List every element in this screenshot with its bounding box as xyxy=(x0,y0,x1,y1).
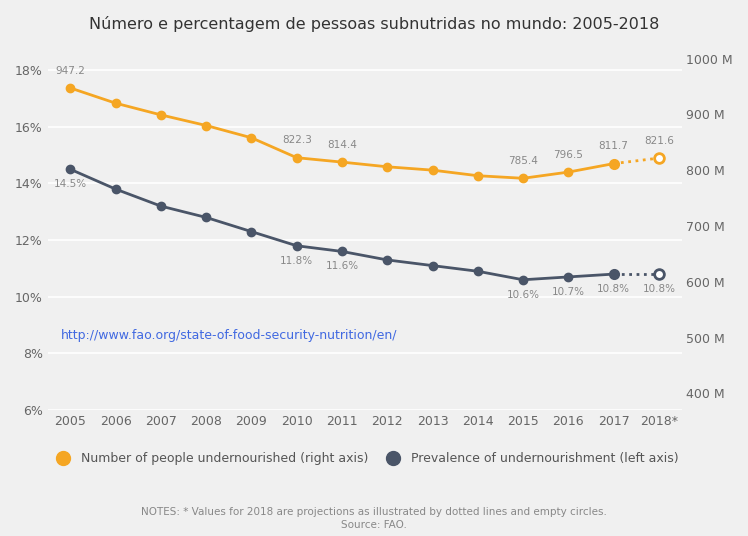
Text: Número e percentagem de pessoas subnutridas no mundo: 2005-2018: Número e percentagem de pessoas subnutri… xyxy=(89,16,659,32)
Text: 947.2: 947.2 xyxy=(55,66,85,76)
Text: 10.7%: 10.7% xyxy=(552,287,585,297)
Text: 811.7: 811.7 xyxy=(598,142,628,151)
Text: NOTES: * Values for 2018 are projections as illustrated by dotted lines and empt: NOTES: * Values for 2018 are projections… xyxy=(141,507,607,517)
Text: 785.4: 785.4 xyxy=(508,156,538,166)
Text: 822.3: 822.3 xyxy=(282,136,312,145)
Text: Source: FAO.: Source: FAO. xyxy=(341,520,407,530)
Text: 814.4: 814.4 xyxy=(327,140,357,150)
Text: http://www.fao.org/state-of-food-security-nutrition/en/: http://www.fao.org/state-of-food-securit… xyxy=(61,329,397,342)
Text: 11.6%: 11.6% xyxy=(325,262,358,271)
Text: 14.5%: 14.5% xyxy=(54,179,87,189)
Text: 821.6: 821.6 xyxy=(644,136,674,146)
Text: 10.8%: 10.8% xyxy=(643,284,675,294)
Text: 10.6%: 10.6% xyxy=(506,289,539,300)
Text: 796.5: 796.5 xyxy=(554,150,583,160)
Legend: Number of people undernourished (right axis), Prevalence of undernourishment (le: Number of people undernourished (right a… xyxy=(46,447,684,470)
Text: 11.8%: 11.8% xyxy=(280,256,313,266)
Text: 10.8%: 10.8% xyxy=(597,284,630,294)
